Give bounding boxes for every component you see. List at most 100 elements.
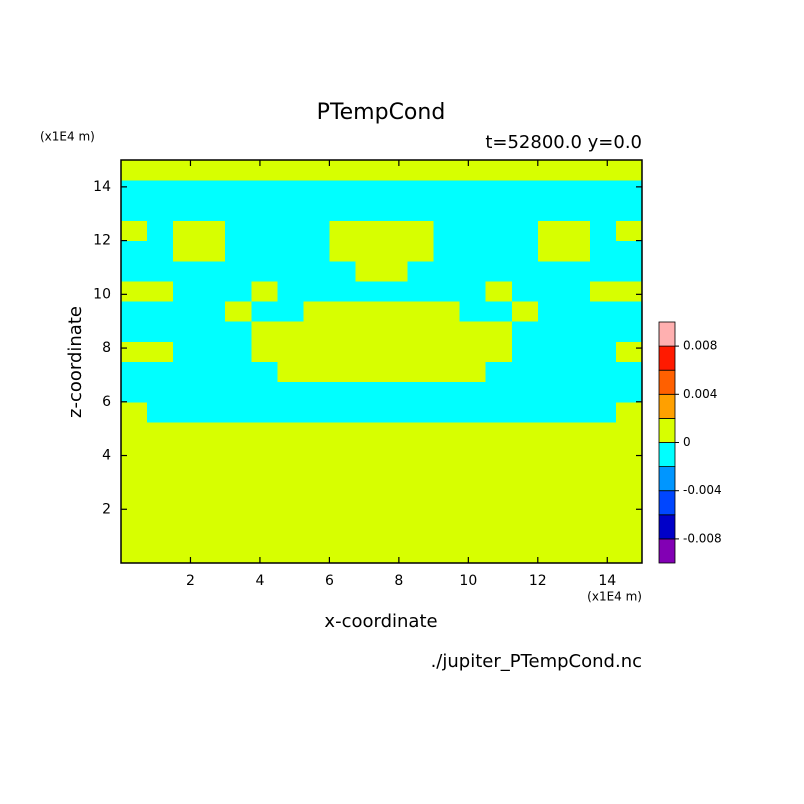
contour-cell xyxy=(485,260,513,282)
contour-cell xyxy=(329,160,356,181)
contour-cell xyxy=(355,280,382,302)
contour-cell xyxy=(173,542,200,564)
contour-cell xyxy=(303,442,330,463)
contour-cell xyxy=(329,542,356,564)
contour-cell xyxy=(277,301,304,322)
contour-cell xyxy=(251,542,278,564)
contour-cell xyxy=(199,160,226,181)
contour-cell xyxy=(459,200,487,221)
contour-cell xyxy=(459,401,487,423)
contour-cell xyxy=(511,260,539,282)
contour-cell xyxy=(615,301,643,322)
contour-cell xyxy=(589,240,617,262)
contour-cell xyxy=(147,381,174,403)
contour-cell xyxy=(589,542,617,564)
contour-cell xyxy=(511,301,539,322)
contour-cell xyxy=(589,321,617,342)
contour-cell xyxy=(537,482,565,504)
contour-cell xyxy=(199,381,226,403)
contour-cell xyxy=(199,522,226,544)
contour-cell xyxy=(225,421,252,443)
contour-cell xyxy=(329,381,356,403)
contour-cell xyxy=(407,200,435,221)
colorbar-swatch xyxy=(658,417,676,443)
contour-cell xyxy=(251,301,278,322)
contour-cell xyxy=(303,301,330,322)
contour-cell xyxy=(355,220,382,242)
contour-cell xyxy=(329,280,356,302)
contour-cell xyxy=(225,321,252,342)
contour-cell xyxy=(433,462,461,483)
contour-cell xyxy=(589,442,617,463)
contour-cell xyxy=(381,321,409,342)
contour-cell xyxy=(485,200,513,221)
contour-cell xyxy=(251,160,278,181)
contour-cell xyxy=(381,200,409,221)
contour-cell xyxy=(121,421,148,443)
contour-cell xyxy=(537,462,565,483)
contour-cell xyxy=(147,180,174,201)
contour-cell xyxy=(355,462,382,483)
contour-cell xyxy=(303,260,330,282)
contour-cell xyxy=(355,341,382,362)
contour-cell xyxy=(277,421,304,443)
contour-cell xyxy=(589,280,617,302)
y-unit: (x1E4 m) xyxy=(40,130,95,144)
contour-cell xyxy=(459,180,487,201)
contour-cell xyxy=(407,361,435,383)
contour-cell xyxy=(433,421,461,443)
contour-cell xyxy=(537,260,565,282)
contour-cell xyxy=(199,321,226,342)
contour-cell xyxy=(173,260,200,282)
chart-title: PTempCond xyxy=(317,100,446,125)
contour-cell xyxy=(381,160,409,181)
contour-cell xyxy=(121,301,148,322)
contour-cell xyxy=(589,260,617,282)
contour-cell xyxy=(381,502,409,524)
contour-cell xyxy=(485,522,513,544)
contour-cell xyxy=(121,260,148,282)
contour-cell xyxy=(355,381,382,403)
contour-cell xyxy=(199,260,226,282)
x-tick-label: 4 xyxy=(255,573,264,589)
contour-cell xyxy=(615,442,643,463)
y-tick-label: 14 xyxy=(93,179,111,195)
contour-cell xyxy=(537,321,565,342)
contour-cell xyxy=(225,220,252,242)
contour-cell xyxy=(381,381,409,403)
contour-cell xyxy=(173,341,200,362)
contour-cell xyxy=(355,301,382,322)
contour-cell xyxy=(407,301,435,322)
contour-cell xyxy=(147,280,174,302)
x-tick-label: 2 xyxy=(186,573,195,589)
contour-cell xyxy=(563,401,591,423)
contour-cell xyxy=(589,220,617,242)
contour-cell xyxy=(459,321,487,342)
contour-cell xyxy=(563,280,591,302)
contour-cell xyxy=(459,361,487,383)
contour-cell xyxy=(199,401,226,423)
contour-cell xyxy=(277,321,304,342)
contour-cell xyxy=(303,240,330,262)
contour-cell xyxy=(459,462,487,483)
contour-cell xyxy=(407,401,435,423)
contour-cell xyxy=(355,180,382,201)
contour-cell xyxy=(225,240,252,262)
contour-cell xyxy=(433,321,461,342)
contour-cell xyxy=(589,341,617,362)
contour-cell xyxy=(407,260,435,282)
contour-cell xyxy=(147,260,174,282)
contour-cell xyxy=(173,301,200,322)
contour-cell xyxy=(433,260,461,282)
contour-cell xyxy=(381,180,409,201)
contour-cell xyxy=(173,280,200,302)
contour-cell xyxy=(355,160,382,181)
contour-cell xyxy=(511,442,539,463)
contour-cell xyxy=(433,200,461,221)
contour-cell xyxy=(459,421,487,443)
contour-cell xyxy=(563,260,591,282)
contour-cell xyxy=(329,220,356,242)
contour-cell xyxy=(381,462,409,483)
contour-cell xyxy=(537,220,565,242)
contour-cell xyxy=(537,542,565,564)
